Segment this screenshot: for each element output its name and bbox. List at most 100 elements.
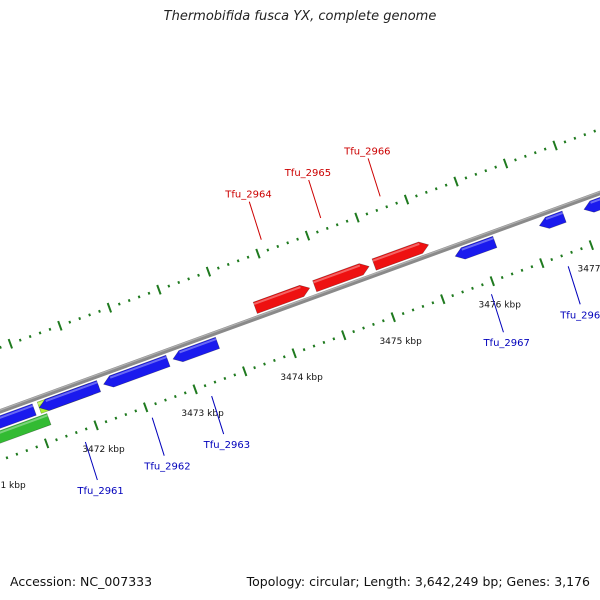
gene-arrow-highlight [312, 264, 361, 284]
inner-minor-tick [570, 250, 573, 254]
gene-arrow-highlight [372, 242, 420, 262]
outer-minor-tick [276, 244, 280, 248]
gene-arrow-highlight [109, 356, 167, 379]
accession-text: Accession: NC_007333 [10, 574, 153, 589]
genome-title: Thermobifida fusca YX, complete genome [163, 9, 437, 24]
gene-arrow-highlight [179, 338, 217, 354]
outer-major-tick [7, 338, 13, 349]
gene-label: Tfu_2961 [76, 486, 123, 497]
inner-minor-tick [451, 294, 455, 298]
inner-minor-tick [84, 427, 88, 431]
inner-minor-tick [580, 247, 583, 251]
inner-major-tick [440, 294, 446, 305]
scale-label: 3473 kbp [181, 409, 224, 419]
outer-minor-tick [415, 194, 418, 198]
outer-major-tick [502, 158, 509, 169]
inner-minor-tick [173, 394, 177, 399]
inner-minor-tick [124, 412, 128, 417]
outer-minor-tick [543, 147, 547, 151]
inner-minor-tick [15, 452, 19, 456]
inner-minor-tick [560, 254, 564, 258]
outer-major-tick [255, 248, 261, 259]
gene-arrow [172, 336, 220, 363]
inner-minor-tick [5, 456, 9, 460]
outer-minor-tick [593, 129, 597, 133]
gene-arrow-highlight [0, 414, 48, 434]
inner-major-tick [142, 402, 149, 413]
gene-arrow [371, 241, 430, 271]
outer-minor-tick [296, 237, 299, 241]
genome-summary-text: Topology: circular; Length: 3,642,249 bp… [246, 574, 590, 589]
inner-minor-tick [332, 337, 336, 341]
inner-minor-tick [520, 268, 524, 272]
outer-minor-tick [444, 183, 448, 187]
outer-minor-tick [464, 176, 468, 180]
gene-arrow-highlight [45, 381, 98, 403]
inner-minor-tick [372, 322, 375, 326]
outer-major-tick [57, 320, 63, 331]
outer-minor-tick [246, 255, 250, 259]
inner-minor-tick [500, 275, 504, 280]
outer-minor-tick [48, 327, 52, 331]
gene-arrow-highlight [0, 404, 34, 419]
outer-minor-tick [78, 316, 82, 321]
backbone-highlight [0, 191, 600, 411]
gene-arrow [38, 380, 102, 411]
outer-minor-tick [197, 273, 200, 277]
outer-minor-tick [494, 165, 498, 169]
gene-arrow [538, 210, 567, 229]
scale-label: 3472 kbp [82, 445, 125, 455]
inner-minor-tick [213, 380, 217, 384]
inner-minor-tick [233, 373, 237, 377]
outer-minor-tick [533, 151, 537, 155]
inner-minor-tick [74, 430, 78, 435]
outer-major-tick [403, 194, 410, 205]
inner-major-tick [192, 384, 198, 395]
outer-minor-tick [484, 169, 488, 173]
gene-label-leader [490, 294, 504, 333]
inner-minor-tick [421, 304, 425, 308]
inner-minor-tick [25, 449, 29, 453]
gene-arrow [583, 196, 600, 213]
outer-minor-tick [474, 172, 478, 176]
gene-arrow [0, 403, 37, 429]
gene-arrow [252, 284, 311, 314]
outer-minor-tick [137, 295, 141, 299]
outer-minor-tick [266, 248, 270, 252]
inner-minor-tick [104, 420, 108, 424]
outer-minor-tick [167, 284, 171, 288]
gene-label-leader [151, 417, 165, 456]
outer-minor-tick [335, 223, 339, 227]
inner-major-tick [489, 276, 495, 287]
inner-minor-tick [461, 290, 464, 294]
inner-minor-tick [65, 434, 68, 438]
outer-minor-tick [315, 230, 319, 234]
gene-label-leader [367, 158, 381, 197]
outer-major-tick [453, 176, 459, 187]
gene-label: Tfu_2965 [284, 168, 331, 179]
inner-minor-tick [263, 362, 266, 366]
inner-minor-tick [55, 438, 58, 442]
outer-major-tick [205, 266, 212, 277]
gene-arrow [454, 235, 498, 260]
scale-label: 3474 kbp [280, 373, 323, 383]
inner-minor-tick [362, 326, 365, 330]
outer-minor-tick [187, 277, 191, 281]
inner-minor-tick [164, 398, 167, 402]
inner-major-tick [291, 348, 297, 359]
gene-arrow-highlight [253, 286, 301, 306]
outer-minor-tick [365, 212, 369, 216]
outer-minor-tick [147, 291, 151, 295]
gene-label-leader [567, 266, 581, 305]
scale-label: 3475 kbp [379, 337, 422, 347]
inner-minor-tick [352, 330, 356, 334]
inner-minor-tick [203, 384, 207, 388]
outer-minor-tick [226, 262, 230, 267]
outer-minor-tick [117, 302, 121, 306]
outer-minor-tick [88, 313, 91, 317]
gene-label: Tfu_2968 [559, 310, 600, 321]
scale-label: 3471 kbp [0, 481, 26, 491]
outer-minor-tick [38, 331, 42, 335]
